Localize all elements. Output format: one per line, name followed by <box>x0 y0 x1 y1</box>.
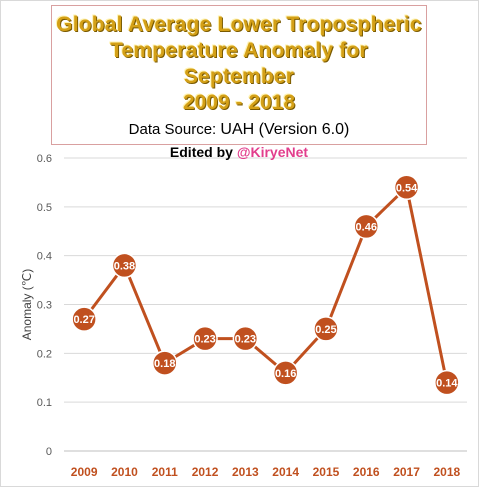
chart-title-line-1: Global Average Lower Tropospheric <box>56 13 422 36</box>
data-point-marker <box>434 369 460 396</box>
data-point-marker <box>152 350 178 376</box>
edited-by-label: Edited by <box>169 144 237 160</box>
y-tick-label: 0 <box>46 446 52 458</box>
x-tick-label: 2014 <box>272 465 299 479</box>
data-source-value: UAH (Version 6.0) <box>220 121 350 138</box>
y-tick-label: 0.2 <box>37 348 52 360</box>
y-tick-label: 0.1 <box>37 397 52 409</box>
data-point-marker <box>313 316 339 342</box>
data-point-marker <box>111 252 138 279</box>
data-point-marker <box>272 360 299 386</box>
x-tick-label: 2010 <box>111 465 138 479</box>
edited-by-handle[interactable]: @KiryeNet <box>236 144 309 160</box>
x-tick-label: 2017 <box>393 465 420 479</box>
title-box: Global Average Lower Tropospheric Temper… <box>51 5 427 160</box>
data-label: 0.14 <box>436 378 458 390</box>
x-tick-label: 2015 <box>313 465 340 479</box>
data-label: 0.25 <box>315 324 336 336</box>
y-tick-label: 0.5 <box>37 202 52 214</box>
edited-by-line: Edited by @KiryeNet <box>52 142 426 162</box>
series-line <box>82 185 449 383</box>
x-tick-label: 2011 <box>152 465 178 479</box>
y-axis-title: Anomaly (℃) <box>20 269 34 341</box>
y-tick-label: 0.6 <box>37 153 52 165</box>
x-tick-label: 2009 <box>71 465 98 479</box>
data-point-marker <box>353 213 379 240</box>
data-label: 0.54 <box>396 182 418 194</box>
data-source-label: Data Source: <box>128 121 221 138</box>
data-point-marker <box>393 174 420 201</box>
y-tick-label: 0.3 <box>37 300 52 312</box>
x-tick-label: 2018 <box>433 465 460 479</box>
data-label: 0.38 <box>114 260 135 272</box>
data-point-marker <box>232 325 259 352</box>
x-tick-label: 2012 <box>192 465 219 479</box>
x-tick-label: 2016 <box>353 465 380 479</box>
y-tick-label: 0.4 <box>37 251 52 263</box>
chart-title-line-3: 2009 - 2018 <box>182 91 296 114</box>
data-label: 0.16 <box>275 368 296 380</box>
data-label: 0.27 <box>73 314 94 326</box>
data-label: 0.18 <box>154 358 175 370</box>
chart-title-line-2: Temperature Anomaly for September <box>110 39 368 88</box>
data-point-marker <box>71 306 97 332</box>
data-point-marker <box>192 325 218 352</box>
data-label: 0.46 <box>356 221 377 233</box>
data-label: 0.23 <box>235 334 256 346</box>
x-tick-label: 2013 <box>232 465 259 479</box>
data-source-line: Data Source: UAH (Version 6.0) <box>52 120 426 140</box>
data-label: 0.23 <box>194 334 215 346</box>
